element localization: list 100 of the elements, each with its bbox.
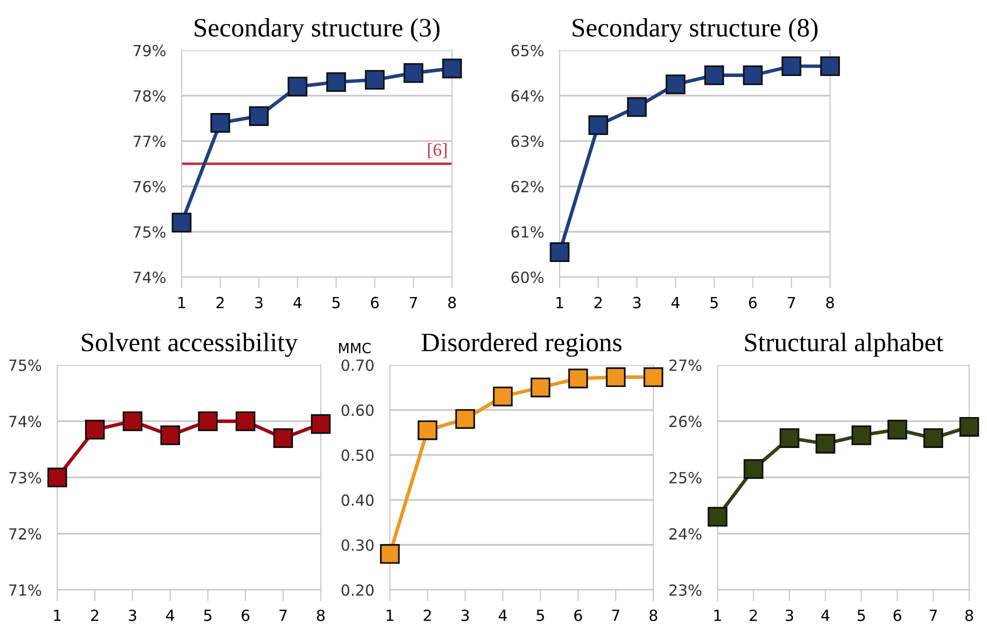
point bbox=[404, 63, 424, 83]
x-tick-label: 4 bbox=[166, 610, 174, 621]
y-tick-label: 73% bbox=[9, 472, 42, 484]
y-tick-label: 62% bbox=[511, 180, 544, 192]
x-tick-label: 5 bbox=[858, 610, 865, 622]
x-tick-label: 8 bbox=[965, 610, 974, 622]
x-tick-label: 7 bbox=[612, 610, 620, 621]
point bbox=[816, 434, 836, 454]
y-tick-label: 61% bbox=[511, 226, 544, 238]
point bbox=[852, 425, 872, 446]
point bbox=[959, 416, 980, 437]
x-tick-label: 1 bbox=[178, 297, 186, 308]
x-tick-label: 8 bbox=[826, 296, 834, 308]
x-tick-label: 7 bbox=[788, 297, 795, 308]
point bbox=[160, 425, 180, 446]
point bbox=[742, 65, 763, 86]
x-tick-label: 5 bbox=[536, 610, 544, 622]
y-tick-label: 79% bbox=[134, 44, 166, 56]
point bbox=[172, 212, 192, 233]
y-tick-label: 74% bbox=[9, 416, 42, 428]
point bbox=[588, 115, 608, 136]
x-tick-label: 4 bbox=[293, 297, 302, 308]
x-tick-label: 4 bbox=[498, 610, 507, 621]
point bbox=[288, 76, 308, 96]
point bbox=[236, 411, 256, 432]
y-tick-label: 0.40 bbox=[342, 494, 374, 506]
point bbox=[418, 420, 438, 440]
x-tick-label: 4 bbox=[671, 297, 680, 308]
point bbox=[47, 468, 68, 488]
x-tick-label: 7 bbox=[930, 610, 937, 621]
point bbox=[666, 74, 686, 94]
point bbox=[780, 428, 800, 448]
y-tick-label: 27% bbox=[669, 359, 702, 372]
y-tick-label: 75% bbox=[9, 359, 42, 372]
chart-title: Secondary structure (8) bbox=[572, 18, 818, 42]
y-tick-label: 0.70 bbox=[342, 359, 374, 372]
x-tick-label: 7 bbox=[280, 610, 287, 621]
y-tick-label: 23% bbox=[669, 584, 702, 596]
x-tick-label: 3 bbox=[786, 610, 794, 622]
y-axis-title: MMC bbox=[339, 342, 371, 354]
y-tick-label: 77% bbox=[134, 135, 166, 148]
chart-title: Structural alphabet bbox=[745, 332, 944, 357]
y-tick-label: 24% bbox=[669, 528, 702, 540]
x-tick-label: 6 bbox=[242, 610, 250, 622]
x-tick-label: 6 bbox=[894, 610, 902, 622]
x-tick-label: 8 bbox=[316, 610, 325, 622]
point bbox=[568, 368, 588, 388]
point bbox=[85, 420, 105, 440]
y-tick-label: 0.60 bbox=[342, 404, 374, 416]
point bbox=[887, 420, 908, 440]
x-tick-label: 2 bbox=[216, 296, 224, 308]
x-tick-label: 6 bbox=[574, 610, 582, 622]
x-tick-label: 2 bbox=[594, 296, 602, 308]
chart-title: Secondary structure (3) bbox=[194, 18, 440, 42]
y-tick-label: 0.20 bbox=[342, 584, 374, 596]
point bbox=[455, 409, 476, 429]
chart-title: Solvent accessibility bbox=[82, 332, 298, 357]
point bbox=[606, 367, 626, 388]
x-tick-label: 3 bbox=[255, 296, 263, 308]
y-tick-label: 63% bbox=[511, 135, 544, 148]
y-tick-label: 0.50 bbox=[342, 449, 374, 461]
x-tick-label: 5 bbox=[204, 610, 212, 622]
point bbox=[744, 459, 764, 479]
point bbox=[210, 113, 230, 133]
y-tick-label: 75% bbox=[134, 226, 166, 238]
y-tick-label: 71% bbox=[9, 584, 42, 596]
x-tick-label: 1 bbox=[714, 610, 721, 621]
point bbox=[380, 544, 400, 564]
annotation: [6] bbox=[428, 143, 447, 158]
x-tick-label: 1 bbox=[386, 610, 394, 621]
x-tick-label: 8 bbox=[448, 296, 456, 308]
y-tick-label: 78% bbox=[134, 90, 166, 102]
point bbox=[364, 70, 385, 90]
point bbox=[923, 428, 944, 448]
point bbox=[492, 386, 513, 406]
chart-title: Disordered regions bbox=[422, 332, 622, 357]
x-tick-label: 8 bbox=[650, 610, 658, 622]
point bbox=[550, 242, 570, 262]
y-tick-label: 60% bbox=[511, 272, 544, 284]
y-tick-label: 74% bbox=[134, 272, 166, 284]
point bbox=[708, 506, 728, 527]
x-tick-label: 2 bbox=[424, 610, 431, 621]
y-tick-label: 26% bbox=[669, 416, 702, 428]
point bbox=[273, 428, 293, 448]
x-tick-label: 2 bbox=[750, 610, 757, 621]
point bbox=[442, 58, 462, 78]
point bbox=[249, 106, 269, 126]
point bbox=[530, 378, 550, 398]
point bbox=[704, 65, 724, 86]
x-tick-label: 3 bbox=[461, 610, 469, 622]
point bbox=[198, 411, 218, 432]
x-tick-label: 6 bbox=[370, 296, 379, 308]
point bbox=[820, 56, 840, 76]
point bbox=[627, 97, 647, 117]
y-tick-label: 76% bbox=[134, 180, 166, 192]
x-tick-label: 1 bbox=[556, 297, 564, 308]
x-tick-label: 6 bbox=[749, 296, 757, 308]
x-tick-label: 3 bbox=[128, 610, 136, 622]
point bbox=[310, 414, 331, 434]
point bbox=[122, 411, 142, 432]
